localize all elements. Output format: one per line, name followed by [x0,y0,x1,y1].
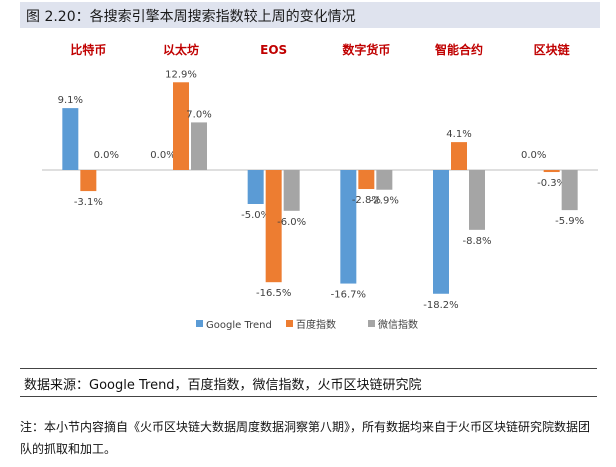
data-label-2-0: -5.0% [241,210,270,221]
bar-2-2 [283,170,300,211]
bar-0-0 [62,108,79,170]
data-label-3-1: -2.8% [352,195,381,206]
bar-5-2 [561,170,578,211]
bar-1-2 [191,122,207,170]
bar-4-0 [433,170,449,294]
legend-swatch-0 [196,320,203,327]
data-label-1-2: 7.0% [186,109,211,120]
category-label-4: 智能合约 [434,42,483,57]
bar-4-1 [451,142,467,170]
data-label-3-2: -2.9% [370,196,399,207]
bar-5-1 [543,170,560,173]
data-label-0-0: 9.1% [58,95,83,106]
bar-3-0 [340,170,357,284]
divider-top [20,368,597,369]
divider-bottom [20,396,597,397]
bar-1-1 [173,82,189,170]
data-label-4-0: -18.2% [423,300,458,311]
category-label-1: 以太坊 [163,42,199,57]
bar-chart: 比特币 9.1% -3.1% 0.0% 以太坊 0.0% 12.9% 7.0% EOS -5.0%… [42,42,598,331]
bar-3-1 [358,170,375,190]
legend-label-1: 百度指数 [296,318,336,331]
bar-3-2 [376,170,393,190]
data-label-2-2: -6.0% [277,217,306,228]
data-label-5-0: 0.0% [521,150,546,161]
legend-label-0: Google Trend [206,320,272,331]
bar-2-1 [265,170,282,283]
legend-swatch-2 [368,320,375,327]
figure-title: 图 2.20：各搜索引擎本周搜索指数较上周的变化情况 [26,9,356,25]
data-label-0-1: -3.1% [74,197,103,208]
category-label-2: EOS [260,43,287,57]
data-label-4-1: 4.1% [446,129,471,140]
category-label-3: 数字货币 [342,42,390,57]
data-label-5-2: -5.9% [555,216,584,227]
data-label-5-1: -0.3% [537,178,566,189]
data-label-0-2: 0.0% [94,150,119,161]
legend-label-2: 微信指数 [378,318,418,331]
data-label-3-0: -16.7% [331,290,366,301]
data-label-2-1: -16.5% [256,288,291,299]
figure-title-bar: 图 2.20：各搜索引擎本周搜索指数较上周的变化情况 [20,2,600,28]
note-text: 注：本小节内容摘自《火币区块链大数据周度数据洞察第八期》，所有数据均来自于火币区… [20,420,591,456]
category-label-0: 比特币 [70,42,106,57]
data-label-1-0: 0.0% [150,150,175,161]
source-text: 数据来源：Google Trend，百度指数，微信指数，火币区块链研究院 [24,378,422,393]
data-label-1-1: 12.9% [165,69,197,80]
bar-0-1 [80,170,97,192]
legend-swatch-1 [286,320,293,327]
category-label-5: 区块链 [534,42,571,57]
bar-2-0 [247,170,264,204]
data-label-4-2: -8.8% [462,236,491,247]
bar-4-2 [469,170,485,230]
